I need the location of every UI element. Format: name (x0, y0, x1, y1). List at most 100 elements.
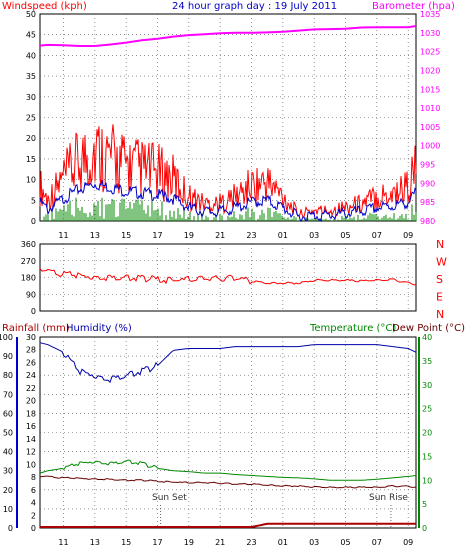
wind-x-tick: 13 (90, 231, 100, 240)
weather-x-tick: 03 (309, 538, 319, 547)
wind-x-tick: 07 (372, 231, 382, 240)
barometer-label: Barometer (hpa) (372, 1, 455, 12)
wind-y-tick: 25 (26, 114, 36, 123)
baro-y-tick: 1005 (420, 123, 440, 132)
baro-y-tick: 995 (420, 161, 435, 170)
dir-y-tick: 90 (26, 290, 36, 299)
rain-y-tick: 0 (31, 524, 36, 533)
temp-y-tick: 10 (422, 476, 432, 485)
weather-x-tick: 01 (278, 538, 288, 547)
wind-y-tick: 10 (26, 176, 36, 185)
dir-y-tick: 180 (21, 274, 36, 283)
baro-y-tick: 980 (420, 217, 435, 226)
temperature-label: Temperature (°C) (309, 323, 396, 334)
baro-y-tick: 1025 (420, 48, 440, 57)
dewpoint-line (39, 475, 417, 489)
wind-y-tick: 35 (26, 72, 36, 81)
rain-y-tick: 24 (26, 371, 36, 380)
wind-y-tick: 45 (26, 31, 36, 40)
humidity-label: Humidity (%) (66, 323, 132, 334)
wind-x-tick: 21 (215, 231, 225, 240)
wind-y-tick: 5 (31, 196, 36, 205)
weather-x-tick: 11 (58, 538, 68, 547)
wind-x-tick: 19 (184, 231, 194, 240)
wind-y-tick: 0 (31, 217, 36, 226)
humidity-y-tick: 10 (3, 505, 13, 514)
wind-y-tick: 40 (26, 51, 36, 60)
rain-y-tick: 10 (26, 460, 36, 469)
rain-y-tick: 8 (31, 473, 36, 482)
wind-x-tick: 23 (246, 231, 256, 240)
wind-x-tick: 09 (403, 231, 413, 240)
weather-x-tick: 07 (372, 538, 382, 547)
wind-x-tick: 15 (121, 231, 131, 240)
humidity-y-tick: 90 (3, 352, 13, 361)
temp-y-tick: 35 (422, 357, 432, 366)
rainfall-label: Rainfall (mm) (2, 323, 70, 334)
windspeed-label: Windspeed (kph) (2, 1, 87, 12)
humidity-y-tick: 100 (0, 333, 13, 342)
wind-direction-line (39, 268, 417, 286)
baro-y-tick: 1000 (420, 142, 440, 151)
temperature-line (39, 459, 417, 481)
weather-x-tick: 21 (215, 538, 225, 547)
rain-y-tick: 6 (31, 486, 36, 495)
weather-x-tick: 23 (246, 538, 256, 547)
wind-y-tick: 15 (26, 155, 36, 164)
compass-label: N (436, 308, 444, 321)
wind-x-tick: 11 (58, 231, 68, 240)
temp-y-tick: 25 (422, 405, 432, 414)
rainfall-line (40, 522, 416, 528)
humidity-y-tick: 80 (3, 371, 13, 380)
humidity-y-tick: 60 (3, 409, 13, 418)
rain-y-tick: 28 (26, 346, 36, 355)
wind-avg-line (39, 180, 417, 223)
rain-y-tick: 4 (31, 499, 36, 508)
dir-y-tick: 0 (31, 307, 36, 316)
wind-x-tick: 01 (278, 231, 288, 240)
rain-y-tick: 22 (26, 384, 36, 393)
weather-x-tick: 09 (403, 538, 413, 547)
humidity-y-tick: 20 (3, 486, 13, 495)
compass-label: N (436, 238, 444, 251)
compass-label: W (436, 256, 447, 269)
baro-y-tick: 1010 (420, 104, 440, 113)
humidity-y-tick: 0 (8, 524, 13, 533)
wind-gust-line (39, 124, 417, 219)
baro-y-tick: 1035 (420, 10, 440, 19)
rain-y-tick: 16 (26, 422, 36, 431)
compass-label: S (436, 273, 443, 286)
weather-x-tick: 17 (152, 538, 162, 547)
temp-y-tick: 0 (422, 524, 427, 533)
sun-set-label: Sun Set (152, 493, 187, 503)
wind-x-tick: 17 (152, 231, 162, 240)
humidity-line (39, 342, 417, 384)
temp-y-tick: 20 (422, 429, 432, 438)
baro-y-tick: 985 (420, 198, 435, 207)
rain-y-tick: 2 (31, 511, 36, 520)
baro-y-tick: 1020 (420, 66, 440, 75)
rain-y-tick: 14 (26, 435, 36, 444)
baro-y-tick: 1030 (420, 29, 440, 38)
humidity-y-tick: 50 (3, 429, 13, 438)
weather-x-tick: 13 (90, 538, 100, 547)
rain-y-tick: 20 (26, 397, 36, 406)
rain-y-tick: 26 (26, 358, 36, 367)
temp-y-tick: 30 (422, 381, 432, 390)
humidity-y-tick: 40 (3, 448, 13, 457)
dir-y-tick: 360 (21, 240, 36, 249)
rain-y-tick: 18 (26, 409, 36, 418)
sun-rise-label: Sun Rise (369, 493, 408, 503)
temp-y-tick: 15 (422, 452, 432, 461)
graph-title: 24 hour graph day : 19 July 2011 (172, 1, 337, 12)
baro-y-tick: 990 (420, 179, 435, 188)
temp-y-tick: 40 (422, 333, 432, 342)
weather-x-tick: 15 (121, 538, 131, 547)
dir-y-tick: 270 (21, 257, 36, 266)
wind-x-tick: 03 (309, 231, 319, 240)
wind-y-tick: 20 (26, 134, 36, 143)
baro-y-tick: 1015 (420, 85, 440, 94)
wind-y-tick: 50 (26, 10, 36, 19)
humidity-y-tick: 70 (3, 390, 13, 399)
